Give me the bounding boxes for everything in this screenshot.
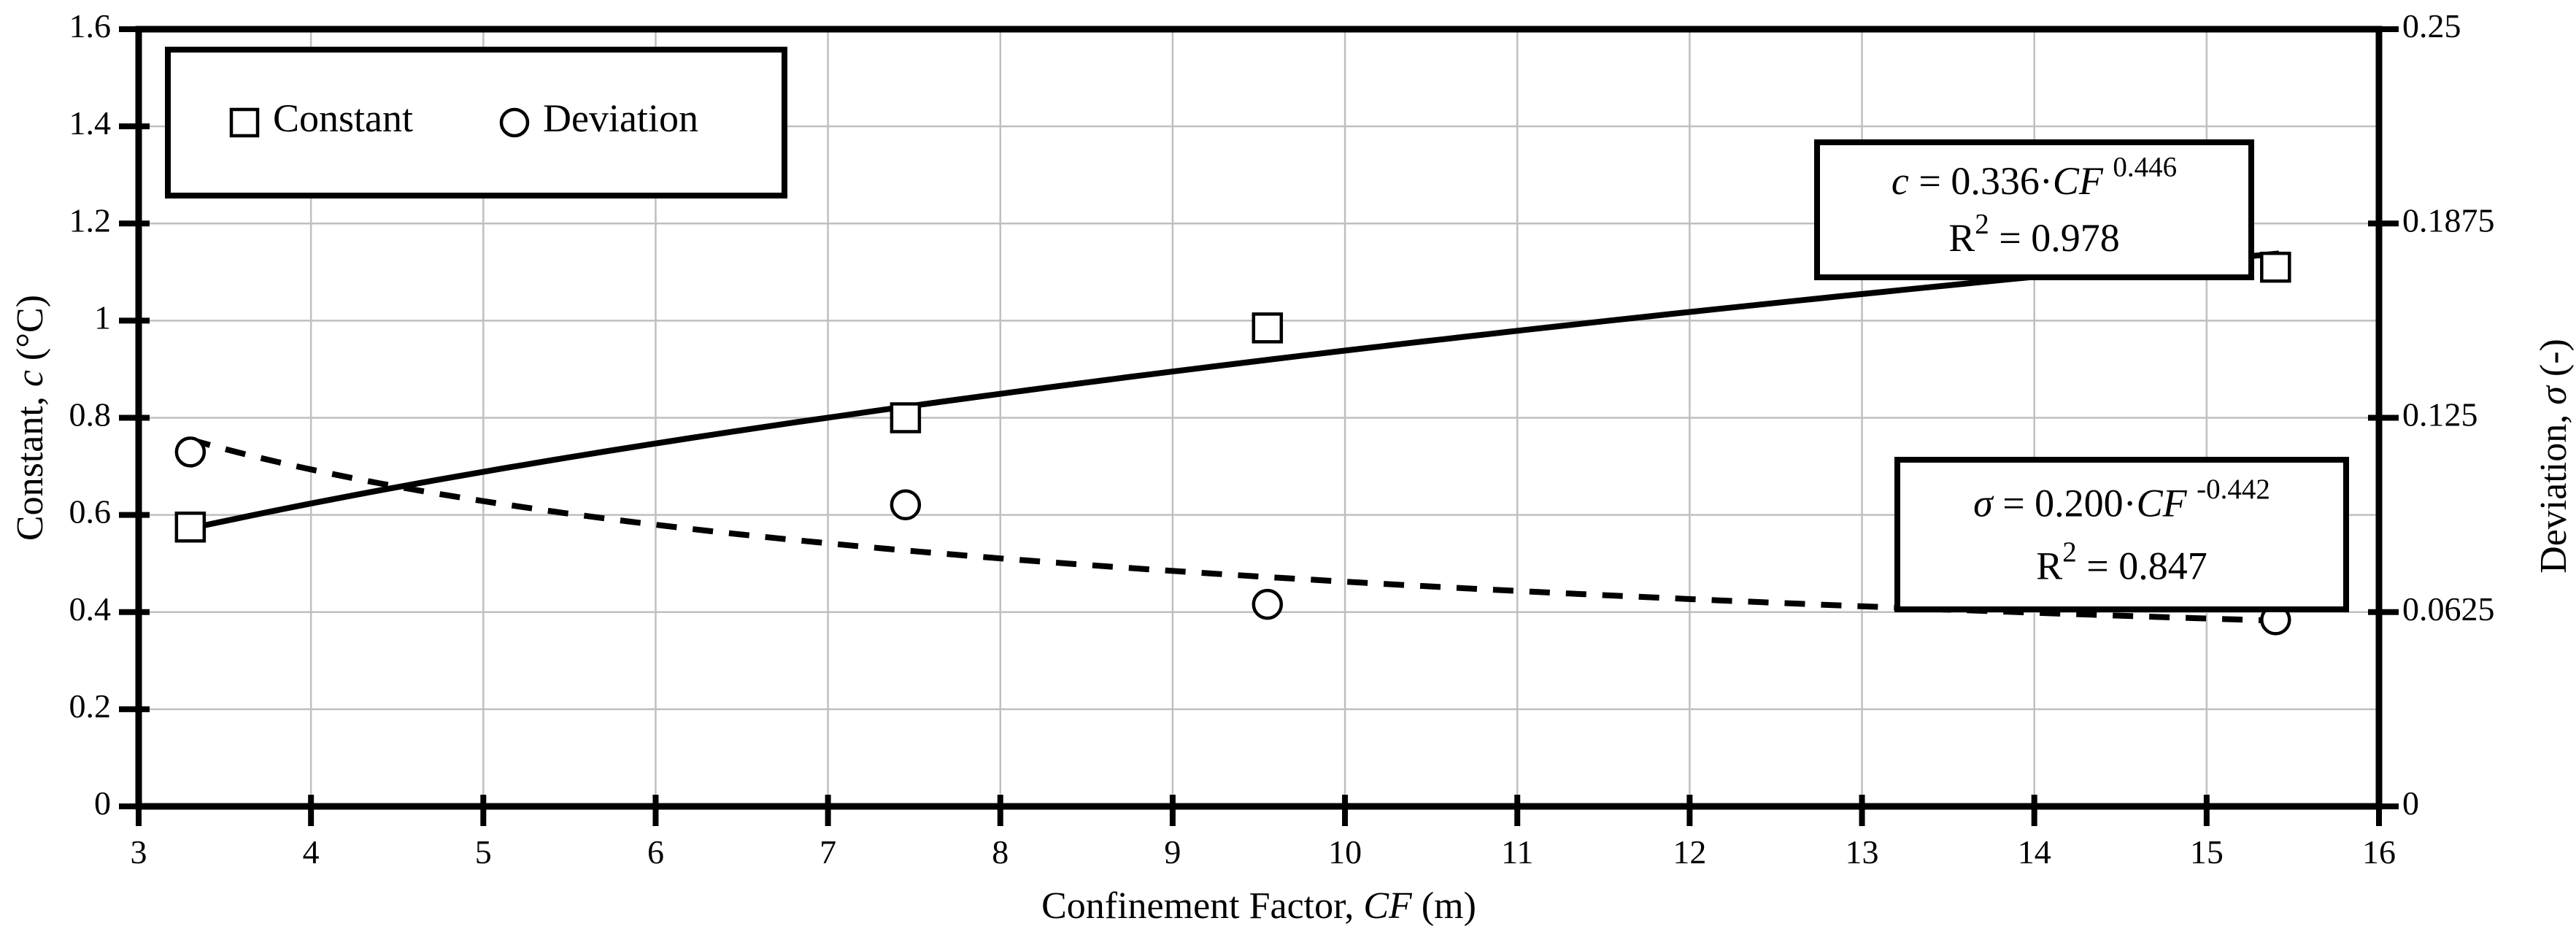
x-tick-label: 3	[131, 833, 147, 871]
y-left-axis-title: Constant, c (°C)	[9, 295, 51, 541]
x-tick-label: 15	[2190, 833, 2224, 871]
y-left-tick-label: 0.8	[69, 396, 112, 433]
y-right-tick-label: 0.25	[2402, 7, 2461, 45]
x-tick-label: 4	[303, 833, 320, 871]
marker-constant-2	[1252, 312, 1284, 344]
y-left-tick-label: 0.4	[69, 590, 112, 627]
x-tick-label: 12	[1673, 833, 1706, 871]
x-tick-label: 8	[992, 833, 1009, 871]
equation-box-border	[1894, 457, 2349, 612]
legend-label-deviation: Deviation	[543, 96, 698, 140]
x-tick-label: 16	[2362, 833, 2396, 871]
x-tick-label: 11	[1501, 833, 1533, 871]
legend-marker-circle	[499, 107, 530, 138]
marker-constant-3	[2260, 251, 2291, 283]
r-squared-text-constant: R2 = 0.978	[1948, 208, 2120, 260]
x-tick-label: 7	[820, 833, 836, 871]
x-tick-label: 9	[1164, 833, 1181, 871]
x-tick-label: 10	[1328, 833, 1362, 871]
marker-deviation-2	[1252, 588, 1284, 620]
y-left-axis-title-group: Constant, c (°C)	[9, 295, 51, 541]
legend: Constant Deviation	[165, 47, 787, 198]
x-tick-label: 14	[2018, 833, 2051, 871]
y-left-tick-label: 1.4	[69, 104, 112, 142]
r-squared-text-deviation: R2 = 0.847	[2036, 536, 2207, 588]
equation-box-border	[1814, 139, 2254, 280]
x-tick-label: 13	[1846, 833, 1879, 871]
marker-constant-0	[174, 512, 207, 543]
y-left-tick-label: 1.6	[69, 7, 112, 45]
x-tick-label: 5	[475, 833, 492, 871]
y-right-axis-title-group: Deviation, σ (-)	[2533, 339, 2575, 574]
equation-text-deviation: σ = 0.200·CF -0.442	[1973, 474, 2270, 525]
y-right-tick-label: 0.1875	[2402, 201, 2495, 239]
legend-label-constant: Constant	[273, 96, 413, 140]
y-left-tick-label: 1.2	[69, 201, 112, 239]
y-right-tick-label: 0.125	[2402, 396, 2478, 433]
fit-line-constant	[189, 250, 2280, 532]
y-left-tick-label: 0.2	[69, 687, 112, 724]
x-tick-label: 6	[647, 833, 664, 871]
x-axis-title: Confinement Factor, CF (m)	[1041, 885, 1476, 927]
legend-box	[165, 47, 787, 198]
y-left-tick-label: 0	[94, 784, 111, 822]
legend-marker-square	[229, 107, 260, 138]
y-right-axis-title: Deviation, σ (-)	[2533, 339, 2575, 574]
y-left-tick-label: 0.6	[69, 493, 112, 530]
y-right-tick-label: 0.0625	[2402, 590, 2495, 627]
equation-box-deviation: σ = 0.200·CF -0.442 R2 = 0.847	[1894, 457, 2349, 612]
marker-constant-1	[890, 402, 922, 433]
marker-deviation-0	[174, 436, 207, 468]
y-left-tick-label: 1	[94, 298, 111, 336]
y-right-tick-label: 0	[2402, 784, 2419, 822]
equation-text-constant: c = 0.336·CF 0.446	[1891, 152, 2177, 204]
marker-deviation-1	[890, 489, 922, 521]
